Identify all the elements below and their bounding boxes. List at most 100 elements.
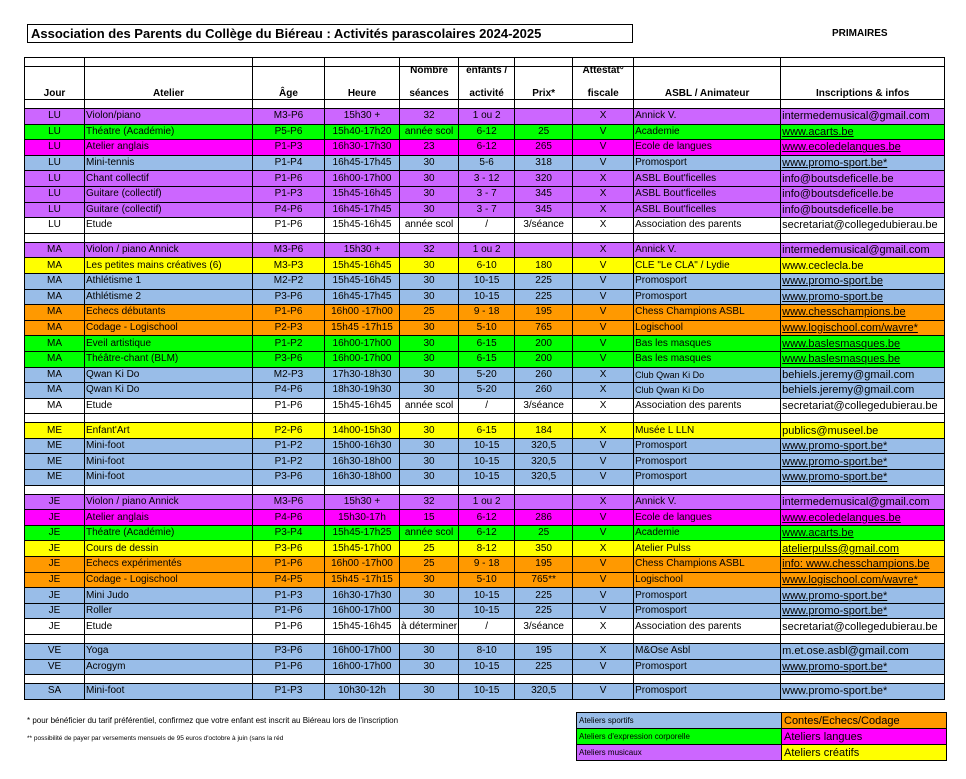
infos-cell[interactable]: www.promo-sport.be* [780, 453, 946, 471]
heure-cell: 16h30-17h30 [324, 139, 400, 156]
seances-cell: 30 [398, 683, 460, 700]
prix-cell: 345 [514, 201, 574, 219]
day-cell: MA [24, 397, 85, 415]
infos-cell[interactable]: www.promo-sport.be* [780, 587, 946, 604]
spacer-cell [398, 99, 460, 109]
infos-cell[interactable]: www.acarts.be [780, 524, 946, 542]
enfants-cell: 5-10 [458, 571, 516, 589]
infos-cell[interactable]: www.ecoledelangues.be [780, 139, 946, 156]
spacer-cell [84, 484, 253, 495]
seances-cell: 30 [398, 382, 460, 399]
atelier-cell: Athlétisme 2 [84, 288, 253, 306]
spacer-cell [633, 232, 782, 243]
infos-cell[interactable]: info@boutsdeficelle.be [780, 185, 946, 203]
spacer-cell [324, 232, 400, 243]
prix-cell: 200 [514, 335, 574, 352]
infos-cell[interactable]: secretariat@collegedubierau.be [780, 397, 946, 415]
infos-cell[interactable]: www.logischool.com/wavre* [780, 319, 946, 337]
table-row: LU Mini-tennis P1-P4 16h45-17h45 30 5-6 318 V Pr… [24, 154, 946, 172]
atelier-cell: Mini-foot [84, 453, 253, 471]
infos-cell[interactable]: www.promo-sport.be [780, 272, 946, 290]
infos-cell[interactable]: m.et.ose.asbl@gmail.com [780, 643, 946, 660]
day-cell: MA [24, 288, 85, 306]
table-row: MA Echecs débutants P1-P6 16h00 -17h00 25 9 -… [24, 304, 946, 321]
infos-cell[interactable]: www.chesschampions.be [780, 304, 946, 321]
seances-cell: 23 [398, 139, 460, 156]
attestation-cell: V [572, 587, 635, 604]
infos-cell[interactable]: behiels.jeremy@gmail.com [780, 366, 946, 384]
footnote-paiement: ** possibilité de payer par versements m… [27, 735, 284, 742]
asbl-cell: Logischool [633, 319, 782, 337]
table-row: MA Théâtre-chant (BLM) P3-P6 16h00-17h00 30 6… [24, 350, 946, 368]
day-cell: JE [24, 618, 85, 635]
heure-cell: 15h30 + [324, 241, 400, 259]
infos-cell[interactable]: www.baslesmasques.be [780, 335, 946, 352]
asbl-cell: CLE "Le CLA" / Lydie [633, 257, 782, 274]
infos-cell[interactable]: www.logischool.com/wavre* [780, 571, 946, 589]
seances-cell: 30 [398, 571, 460, 589]
spacer-cell [572, 674, 635, 685]
age-cell: P1-P6 [252, 602, 325, 620]
enfants-cell: 8-10 [458, 643, 516, 660]
infos-cell[interactable]: www.promo-sport.be* [780, 437, 946, 455]
atelier-cell: Atelier anglais [84, 139, 253, 156]
heure-cell: 15h45-16h45 [324, 618, 400, 635]
infos-cell[interactable]: secretariat@collegedubierau.be [780, 618, 946, 635]
asbl-cell: Annick V. [633, 493, 782, 511]
infos-cell[interactable]: www.promo-sport.be* [780, 469, 946, 486]
infos-cell[interactable]: atelierpulss@gmail.com [780, 540, 946, 558]
age-cell: P4-P5 [252, 571, 325, 589]
asbl-cell: Ecole de langues [633, 509, 782, 526]
age-cell: P3-P6 [252, 469, 325, 486]
infos-cell[interactable]: intermedemusical@gmail.com [780, 493, 946, 511]
age-cell: P1-P6 [252, 556, 325, 573]
infos-cell[interactable]: info@boutsdeficelle.be [780, 201, 946, 219]
spacer-cell [84, 413, 253, 424]
seances-cell: 30 [398, 257, 460, 274]
attestation-cell: V [572, 437, 635, 455]
infos-cell[interactable]: www.ecoledelangues.be [780, 509, 946, 526]
infos-cell[interactable]: www.promo-sport.be* [780, 602, 946, 620]
infos-cell[interactable]: www.promo-sport.be* [780, 683, 946, 700]
day-cell: JE [24, 587, 85, 604]
spacer-cell [398, 413, 460, 424]
heure-cell: 15h45-16h45 [324, 272, 400, 290]
prix-cell: 765** [514, 571, 574, 589]
spacer-cell [458, 413, 516, 424]
infos-cell[interactable]: info@boutsdeficelle.be [780, 170, 946, 187]
age-cell: P1-P2 [252, 453, 325, 471]
heure-cell: 16h45-17h45 [324, 154, 400, 172]
infos-cell[interactable]: behiels.jeremy@gmail.com [780, 382, 946, 399]
age-cell: M2-P3 [252, 366, 325, 384]
infos-cell[interactable]: publics@museel.be [780, 422, 946, 439]
seances-cell: 32 [398, 493, 460, 511]
enfants-cell: 6-15 [458, 422, 516, 439]
infos-cell[interactable]: www.promo-sport.be* [780, 658, 946, 676]
infos-cell[interactable]: info: www.chesschampions.be [780, 556, 946, 573]
header-row-bottom: Jour Atelier Âge Heure séances activité … [24, 75, 946, 100]
table-row: ME Mini-foot P3-P6 16h30-18h00 30 10-15 320,5 V… [24, 469, 946, 486]
attestation-cell: X [572, 540, 635, 558]
prix-cell: 318 [514, 154, 574, 172]
infos-cell[interactable]: www.ceclecla.be [780, 257, 946, 274]
infos-cell[interactable]: www.baslesmasques.be [780, 350, 946, 368]
infos-cell[interactable]: www.acarts.be [780, 123, 946, 141]
infos-cell[interactable]: secretariat@collegedubierau.be [780, 217, 946, 234]
infos-cell[interactable]: intermedemusical@gmail.com [780, 108, 946, 125]
infos-cell[interactable]: www.promo-sport.be* [780, 154, 946, 172]
infos-cell[interactable]: www.promo-sport.be [780, 288, 946, 306]
prix-cell: 320 [514, 170, 574, 187]
spacer-cell [633, 413, 782, 424]
prix-cell: 225 [514, 587, 574, 604]
legend-label: Ateliers langues [781, 728, 947, 745]
spacer-cell [514, 232, 574, 243]
spacer-cell [633, 674, 782, 685]
seances-cell: 32 [398, 108, 460, 125]
age-cell: P2-P3 [252, 319, 325, 337]
atelier-cell: Roller [84, 602, 253, 620]
seances-cell: 30 [398, 437, 460, 455]
asbl-cell: Promosport [633, 658, 782, 676]
spacer-cell [84, 99, 253, 109]
infos-cell[interactable]: intermedemusical@gmail.com [780, 241, 946, 259]
seances-cell: 30 [398, 288, 460, 306]
